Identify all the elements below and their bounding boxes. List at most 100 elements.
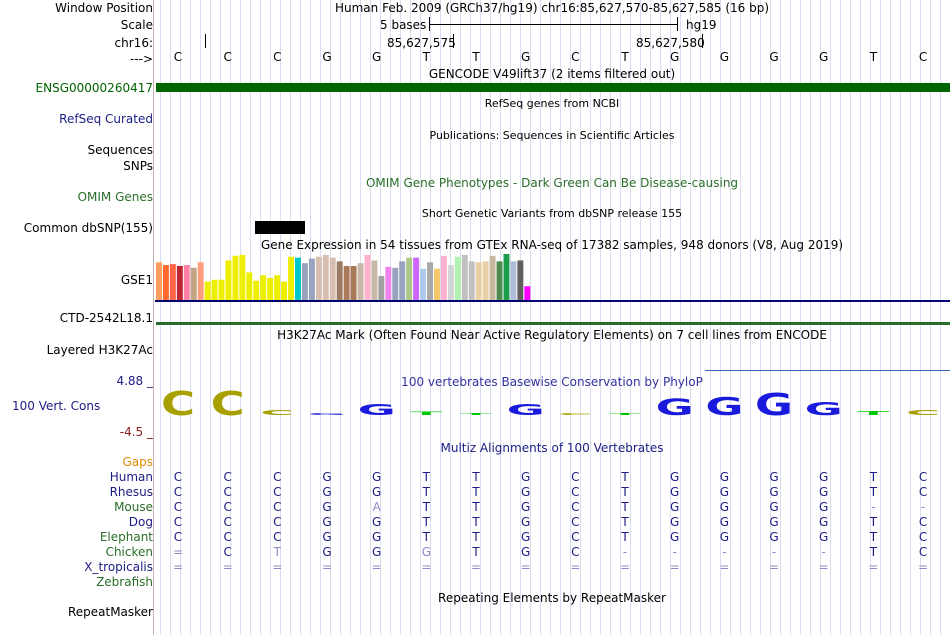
gtex-bar[interactable] (524, 286, 531, 300)
gtex-bar[interactable] (482, 261, 489, 300)
gse-label[interactable]: GSE1 (120, 273, 153, 287)
gtex-bar[interactable] (510, 261, 517, 300)
gtex-bar[interactable] (378, 276, 385, 300)
gtex-bar[interactable] (183, 265, 190, 300)
repeatmasker-label[interactable]: RepeatMasker (67, 605, 153, 619)
h3k27ac-label[interactable]: Layered H3K27Ac (46, 343, 153, 357)
gtex-bar[interactable] (281, 281, 288, 300)
gtex-bar[interactable] (218, 279, 225, 300)
gtex-bar[interactable] (364, 254, 371, 300)
gtex-bar[interactable] (204, 281, 211, 300)
grid-line (600, 0, 601, 635)
grid-line (400, 0, 401, 635)
gtex-bar[interactable] (496, 261, 503, 300)
gtex-bar[interactable] (169, 264, 176, 300)
gtex-bar[interactable] (190, 267, 197, 300)
omim-track-title[interactable]: OMIM Gene Phenotypes - Dark Green Can Be… (365, 176, 739, 190)
omim-label[interactable]: OMIM Genes (77, 190, 153, 204)
gtex-bar[interactable] (454, 256, 461, 300)
gtex-bar[interactable] (489, 255, 496, 300)
snp-feature[interactable] (255, 221, 305, 234)
gtex-bar[interactable] (295, 257, 301, 300)
sequences-label[interactable]: Sequences (87, 143, 153, 157)
gtex-bar[interactable] (239, 254, 246, 300)
gtex-bar[interactable] (447, 265, 454, 300)
dbsnp-label[interactable]: Common dbSNP(155) (23, 221, 153, 235)
gtex-bar[interactable] (308, 258, 315, 300)
gtex-bar[interactable] (225, 260, 232, 300)
refseq-label[interactable]: RefSeq Curated (59, 112, 153, 126)
gtex-bar[interactable] (176, 265, 183, 300)
conservation-letter: C (161, 386, 195, 423)
gtex-bar[interactable] (197, 262, 204, 300)
gtex-bar[interactable] (211, 279, 218, 300)
species-label[interactable]: Chicken (105, 545, 153, 559)
gtex-bar[interactable] (162, 265, 169, 300)
gtex-barchart[interactable] (155, 252, 950, 322)
gtex-bar[interactable] (329, 257, 336, 300)
gtex-bar[interactable] (440, 255, 447, 300)
alignment-base: G (670, 470, 680, 484)
dbsnp-track-title[interactable]: Short Genetic Variants from dbSNP releas… (421, 207, 683, 220)
gtex-bar[interactable] (406, 257, 413, 300)
gtex-bar[interactable] (260, 275, 267, 300)
multiz-track-title[interactable]: Multiz Alignments of 100 Vertebrates (440, 441, 664, 455)
gtex-bar[interactable] (336, 261, 343, 300)
ctd-feature-green[interactable] (156, 322, 950, 325)
refseq-track-title[interactable]: RefSeq genes from NCBI (484, 97, 620, 110)
species-label[interactable]: Rhesus (109, 485, 153, 499)
species-label[interactable]: X_tropicalis (84, 560, 153, 574)
species-label[interactable]: Human (109, 470, 153, 484)
gtex-bar[interactable] (427, 262, 433, 300)
publications-track-title[interactable]: Publications: Sequences in Scientific Ar… (429, 129, 675, 142)
repeatmasker-track-title[interactable]: Repeating Elements by RepeatMasker (438, 591, 666, 605)
species-label[interactable]: Dog (128, 515, 153, 529)
gtex-bar[interactable] (156, 262, 162, 300)
pos-label-1: 85,627,575 (387, 36, 456, 50)
gtex-bar[interactable] (392, 267, 399, 300)
h3k27ac-track-title[interactable]: H3K27Ac Mark (Often Found Near Active Re… (277, 328, 827, 342)
scale-bar-right-tick (677, 17, 678, 31)
gtex-track-title[interactable]: Gene Expression in 54 tissues from GTEx … (260, 238, 844, 252)
conservation-label[interactable]: 100 Vert. Cons (12, 399, 101, 413)
gtex-bar[interactable] (371, 260, 378, 300)
gtex-bar[interactable] (517, 260, 524, 300)
gtex-bar[interactable] (420, 268, 427, 300)
gtex-bar[interactable] (315, 256, 322, 300)
gtex-bar[interactable] (253, 280, 260, 300)
gtex-bar[interactable] (343, 265, 350, 300)
gtex-bar[interactable] (357, 263, 364, 300)
conservation-track-title[interactable]: 100 vertebrates Basewise Conservation by… (401, 375, 703, 389)
gene-feature-bar[interactable] (156, 83, 950, 92)
alignment-base: T (869, 530, 878, 544)
gtex-bar[interactable] (322, 254, 329, 300)
gtex-bar[interactable] (475, 262, 482, 300)
assembly-position: Human Feb. 2009 (GRCh37/hg19) chr16:85,6… (334, 1, 770, 15)
gene-label[interactable]: ENSG00000260417 (35, 81, 153, 95)
gtex-bar[interactable] (399, 261, 406, 300)
gtex-bar[interactable] (385, 266, 392, 300)
gencode-track-title[interactable]: GENCODE V49lift37 (2 items filtered out) (428, 67, 676, 81)
gtex-bar[interactable] (267, 277, 274, 300)
gtex-bar[interactable] (301, 263, 308, 300)
gtex-bar[interactable] (461, 254, 468, 300)
grid-line (780, 0, 781, 635)
gtex-bar[interactable] (503, 254, 510, 300)
grid-line (230, 0, 231, 635)
ctd-label[interactable]: CTD-2542L18.1 (59, 311, 153, 325)
gtex-bar[interactable] (350, 265, 357, 300)
gtex-bar[interactable] (413, 257, 420, 300)
gtex-bar[interactable] (288, 256, 294, 300)
alignment-base: G (521, 500, 531, 514)
species-label[interactable]: Mouse (114, 500, 153, 514)
gaps-label[interactable]: Gaps (122, 455, 153, 469)
species-label[interactable]: Zebrafish (96, 575, 153, 589)
gtex-bar[interactable] (468, 261, 475, 300)
gtex-bar[interactable] (274, 275, 281, 300)
gtex-bar[interactable] (232, 255, 239, 300)
snps-label[interactable]: SNPs (123, 159, 153, 173)
gtex-bar[interactable] (246, 272, 253, 300)
gtex-bar[interactable] (434, 268, 440, 300)
species-label[interactable]: Elephant (99, 530, 153, 544)
